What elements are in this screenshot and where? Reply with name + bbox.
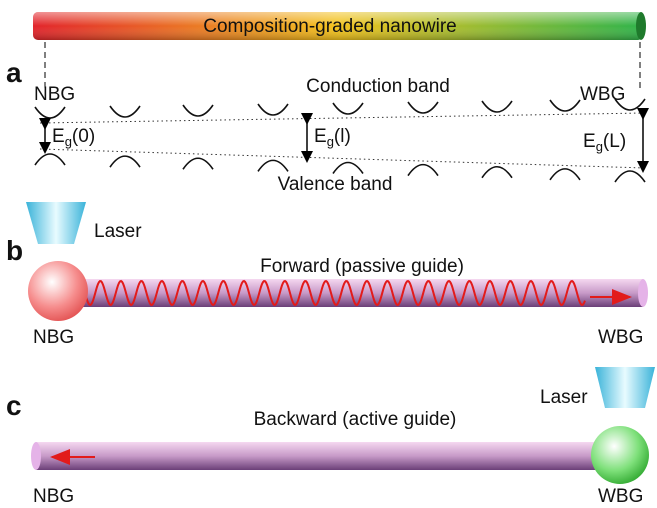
band-curve [332, 161, 364, 174]
valence-label: Valence band [278, 174, 393, 195]
band-curve [614, 170, 646, 183]
band-curve [34, 153, 66, 166]
band-curve [109, 155, 141, 168]
gap-label: Eg(l) [314, 126, 351, 149]
band-curve [614, 98, 646, 111]
nbg-label: NBG [34, 84, 75, 105]
laser-label: Laser [540, 387, 588, 408]
conduction-label: Conduction band [306, 76, 450, 97]
band-curve [481, 100, 513, 113]
caption: Forward (passive guide) [260, 256, 464, 277]
conduction-edge [39, 112, 646, 124]
title: Composition-graded nanowire [203, 16, 456, 37]
band-curve [481, 165, 513, 179]
band-curve [407, 101, 439, 114]
wbg-label: WBG [580, 84, 625, 105]
band-curve [332, 102, 364, 115]
band-curve [34, 106, 66, 119]
valence-edge [39, 148, 646, 169]
light-wave [84, 279, 586, 307]
band-curve [109, 105, 141, 118]
band-curve [257, 103, 289, 116]
band-curve [549, 168, 581, 181]
nbg-label: NBG [33, 327, 74, 348]
graded-nanowire [33, 12, 646, 40]
excitation-spot [591, 426, 649, 484]
panel-label: b [6, 235, 23, 266]
laser-label: Laser [94, 221, 142, 242]
wbg-label: WBG [598, 486, 643, 507]
laser-beam [26, 202, 86, 244]
excitation-spot [28, 261, 88, 321]
band-curve [257, 159, 289, 172]
band-diagram [34, 98, 646, 183]
band-curve [182, 104, 214, 117]
caption: Backward (active guide) [254, 409, 457, 430]
gap-label: Eg(L) [583, 131, 626, 154]
laser-beam [595, 367, 655, 408]
panel-label: a [6, 57, 22, 88]
nbg-label: NBG [33, 486, 74, 507]
panel-label: c [6, 390, 22, 421]
band-curve [549, 99, 581, 112]
band-curve [407, 163, 439, 177]
gap-label: Eg(0) [52, 126, 95, 149]
nanowire-tube [31, 442, 621, 470]
wbg-label: WBG [598, 327, 643, 348]
band-curve [182, 157, 214, 170]
